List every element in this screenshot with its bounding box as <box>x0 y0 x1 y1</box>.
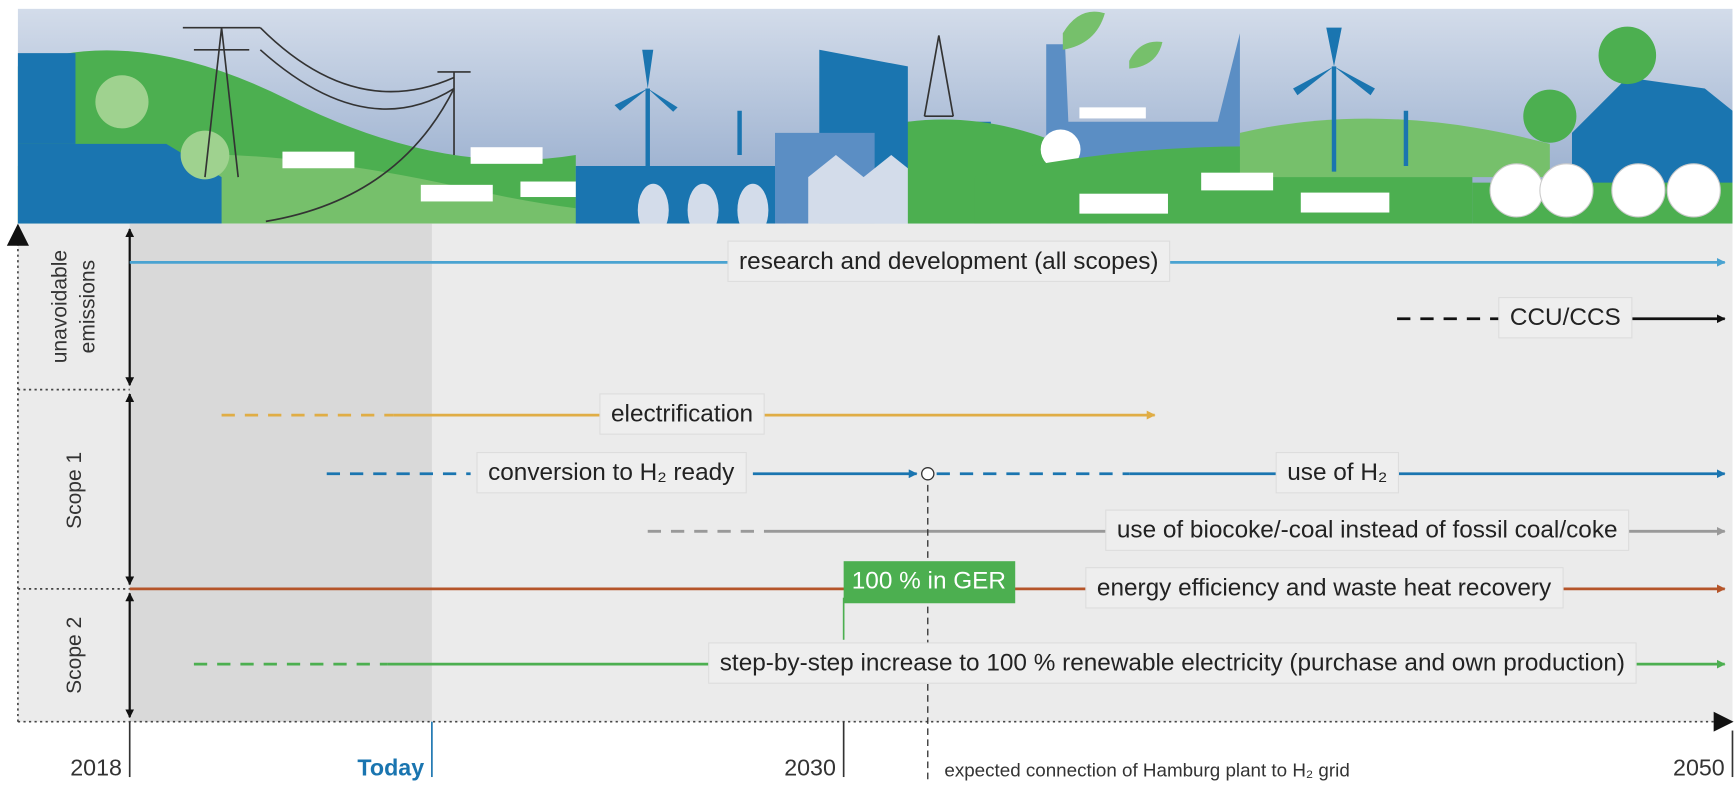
measure-label: step-by-step increase to 100 % renewable… <box>720 650 1625 677</box>
measure-label: use of biocoke/-coal instead of fossil c… <box>1117 517 1618 544</box>
section-label: Scope 1 <box>63 452 86 529</box>
timeline-label: 2030 <box>784 754 836 780</box>
page: unavoidable emissions Scope 1 Scope 2 10… <box>0 0 1736 787</box>
section-label: Scope 2 <box>63 617 86 694</box>
milestone-point <box>922 468 934 480</box>
measure-label: use of H₂ <box>1287 459 1387 486</box>
timeline-label: 2050 <box>1673 754 1725 780</box>
measure-label: conversion to H₂ ready <box>488 459 735 486</box>
timeline-note: expected connection of Hamburg plant to … <box>944 759 1349 780</box>
measure-label: CCU/CCS <box>1510 304 1621 331</box>
past-shade <box>130 224 432 722</box>
measure-label: electrification <box>611 401 753 428</box>
section-label: emissions <box>76 260 99 353</box>
section-label: unavoidable <box>49 250 72 363</box>
measure-label: research and development (all scopes) <box>739 248 1158 275</box>
roadmap: unavoidable emissions Scope 1 Scope 2 10… <box>0 0 1736 787</box>
illustration <box>18 9 1733 237</box>
timeline-label: Today <box>357 754 424 780</box>
measure-label: energy efficiency and waste heat recover… <box>1097 574 1552 601</box>
timeline-label: 2018 <box>70 754 122 780</box>
milestone-label: 100 % in GER <box>852 568 1006 595</box>
